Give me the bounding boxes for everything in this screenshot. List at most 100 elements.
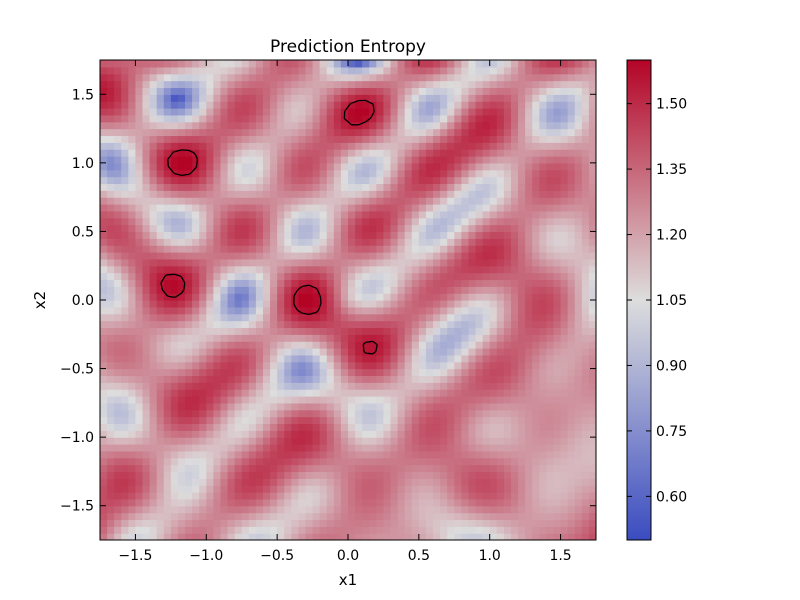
heatmap-cell bbox=[206, 217, 214, 226]
heatmap-cell bbox=[213, 279, 222, 287]
heatmap-cell bbox=[546, 293, 555, 301]
heatmap-cell bbox=[503, 485, 512, 493]
heatmap-cell bbox=[312, 210, 321, 219]
heatmap-cell bbox=[376, 169, 385, 178]
heatmap-cell bbox=[546, 471, 555, 479]
heatmap-cell bbox=[319, 94, 328, 102]
heatmap-cell bbox=[447, 94, 455, 102]
heatmap-cell bbox=[220, 217, 229, 226]
heatmap-cell bbox=[312, 478, 321, 486]
heatmap-cell bbox=[461, 464, 470, 473]
heatmap-cell bbox=[277, 176, 285, 185]
heatmap-cell bbox=[546, 450, 555, 459]
heatmap-cell bbox=[468, 217, 477, 226]
heatmap-cell bbox=[369, 320, 377, 329]
heatmap-cell bbox=[510, 197, 519, 205]
heatmap-cell bbox=[369, 217, 377, 226]
heatmap-cell bbox=[107, 258, 115, 267]
heatmap-cell bbox=[333, 265, 342, 274]
heatmap-cell bbox=[496, 471, 505, 479]
heatmap-cell bbox=[121, 492, 129, 500]
heatmap-cell bbox=[369, 197, 377, 205]
heatmap-cell bbox=[581, 142, 590, 150]
heatmap-cell bbox=[510, 190, 519, 198]
heatmap-cell bbox=[383, 402, 392, 411]
heatmap-cell bbox=[418, 533, 427, 540]
heatmap-cell bbox=[482, 73, 491, 82]
heatmap-cell bbox=[128, 135, 137, 143]
heatmap-cell bbox=[199, 423, 207, 431]
heatmap-cell bbox=[532, 252, 540, 260]
heatmap-cell bbox=[390, 300, 399, 308]
heatmap-cell bbox=[475, 73, 484, 82]
heatmap-cell bbox=[319, 313, 328, 322]
heatmap-cell bbox=[539, 73, 547, 82]
heatmap-cell bbox=[546, 142, 555, 150]
heatmap-cell bbox=[574, 238, 583, 246]
heatmap-cell bbox=[199, 375, 207, 383]
heatmap-cell bbox=[170, 464, 179, 473]
heatmap-cell bbox=[348, 354, 356, 363]
heatmap-cell bbox=[319, 121, 328, 130]
heatmap-cell bbox=[100, 197, 108, 205]
heatmap-cell bbox=[319, 238, 328, 246]
heatmap-cell bbox=[234, 265, 243, 274]
heatmap-cell bbox=[588, 224, 596, 233]
heatmap-cell bbox=[468, 300, 477, 308]
heatmap-cell bbox=[206, 149, 214, 157]
heatmap-cell bbox=[560, 272, 569, 281]
heatmap-cell bbox=[100, 361, 108, 370]
heatmap-cell bbox=[100, 108, 108, 116]
heatmap-cell bbox=[496, 217, 505, 226]
heatmap-cell bbox=[461, 149, 470, 157]
heatmap-cell bbox=[447, 416, 455, 425]
heatmap-cell bbox=[262, 142, 271, 150]
heatmap-cell bbox=[447, 430, 455, 438]
heatmap-cell bbox=[468, 73, 477, 82]
heatmap-cell bbox=[567, 231, 576, 239]
heatmap-cell bbox=[213, 80, 222, 89]
heatmap-cell bbox=[546, 87, 555, 95]
heatmap-cell bbox=[503, 101, 512, 109]
heatmap-cell bbox=[142, 183, 151, 191]
heatmap-cell bbox=[128, 320, 137, 329]
heatmap-cell bbox=[440, 430, 448, 438]
heatmap-cell bbox=[163, 265, 172, 274]
heatmap-cell bbox=[362, 142, 370, 150]
heatmap-cell bbox=[539, 286, 547, 294]
heatmap-cell bbox=[291, 396, 299, 404]
heatmap-cell bbox=[588, 60, 596, 68]
heatmap-cell bbox=[482, 300, 491, 308]
heatmap-cell bbox=[376, 368, 385, 377]
heatmap-cell bbox=[220, 485, 229, 493]
heatmap-cell bbox=[100, 375, 108, 383]
heatmap-cell bbox=[241, 176, 250, 185]
heatmap-cell bbox=[128, 279, 137, 287]
heatmap-cell bbox=[255, 423, 264, 431]
heatmap-cell bbox=[503, 396, 512, 404]
heatmap-cell bbox=[220, 396, 229, 404]
heatmap-cell bbox=[262, 279, 271, 287]
heatmap-cell bbox=[440, 327, 448, 335]
heatmap-cell bbox=[581, 114, 590, 123]
heatmap-cell bbox=[227, 409, 236, 418]
heatmap-cell bbox=[560, 471, 569, 479]
heatmap-cell bbox=[383, 94, 392, 102]
heatmap-cell bbox=[177, 156, 186, 164]
heatmap-cell bbox=[333, 478, 342, 486]
heatmap-cell bbox=[156, 464, 165, 473]
heatmap-cell bbox=[241, 300, 250, 308]
heatmap-cell bbox=[107, 444, 115, 452]
heatmap-cell bbox=[539, 265, 547, 274]
heatmap-cell bbox=[546, 348, 555, 356]
heatmap-cell bbox=[532, 450, 540, 459]
heatmap-cell bbox=[135, 169, 144, 178]
heatmap-cell bbox=[135, 238, 144, 246]
heatmap-cell bbox=[121, 409, 129, 418]
heatmap-cell bbox=[553, 108, 562, 116]
heatmap-cell bbox=[156, 498, 165, 507]
heatmap-cell bbox=[362, 409, 370, 418]
heatmap-cell bbox=[291, 60, 299, 68]
heatmap-cell bbox=[199, 416, 207, 425]
heatmap-cell bbox=[362, 389, 370, 397]
